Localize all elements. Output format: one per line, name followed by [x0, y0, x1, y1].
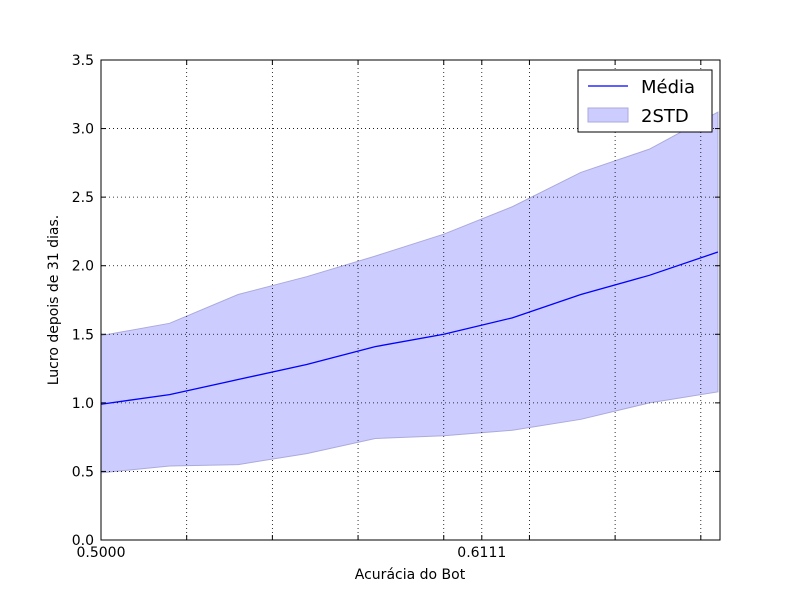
x-tick-label: 0.5000 — [77, 545, 126, 561]
legend-2std-swatch — [587, 107, 629, 123]
legend-media-label: Média — [641, 77, 695, 98]
y-tick-label: 0.0 — [72, 533, 94, 549]
plot-frame — [100, 59, 721, 541]
y-tick-label: 3.0 — [72, 122, 94, 138]
band-2std — [100, 111, 719, 474]
x-tick-label: 0.6111 — [457, 545, 506, 561]
y-tick-label: 2.5 — [72, 190, 94, 206]
x-axis-label: Acurácia do Bot — [355, 567, 466, 583]
y-tick-label: 1.5 — [72, 327, 94, 343]
series-media-line — [100, 251, 719, 405]
y-tick-label: 0.5 — [72, 464, 94, 480]
legend: Média 2STD — [577, 69, 713, 133]
line-layer — [100, 251, 719, 405]
band-layer — [100, 111, 719, 474]
y-tick-label: 1.0 — [72, 396, 94, 412]
y-tick-label: 2.0 — [72, 259, 94, 275]
y-axis-label: Lucro depois de 31 dias. — [46, 215, 62, 386]
legend-2std-label: 2STD — [641, 106, 689, 127]
grid-layer — [101, 60, 720, 540]
tick-layer: 0.0 0.5 1.0 1.5 2.0 2.5 3.0 3.5 0.5000 0.6111 — [72, 53, 720, 561]
y-tick-label: 3.5 — [72, 53, 94, 69]
